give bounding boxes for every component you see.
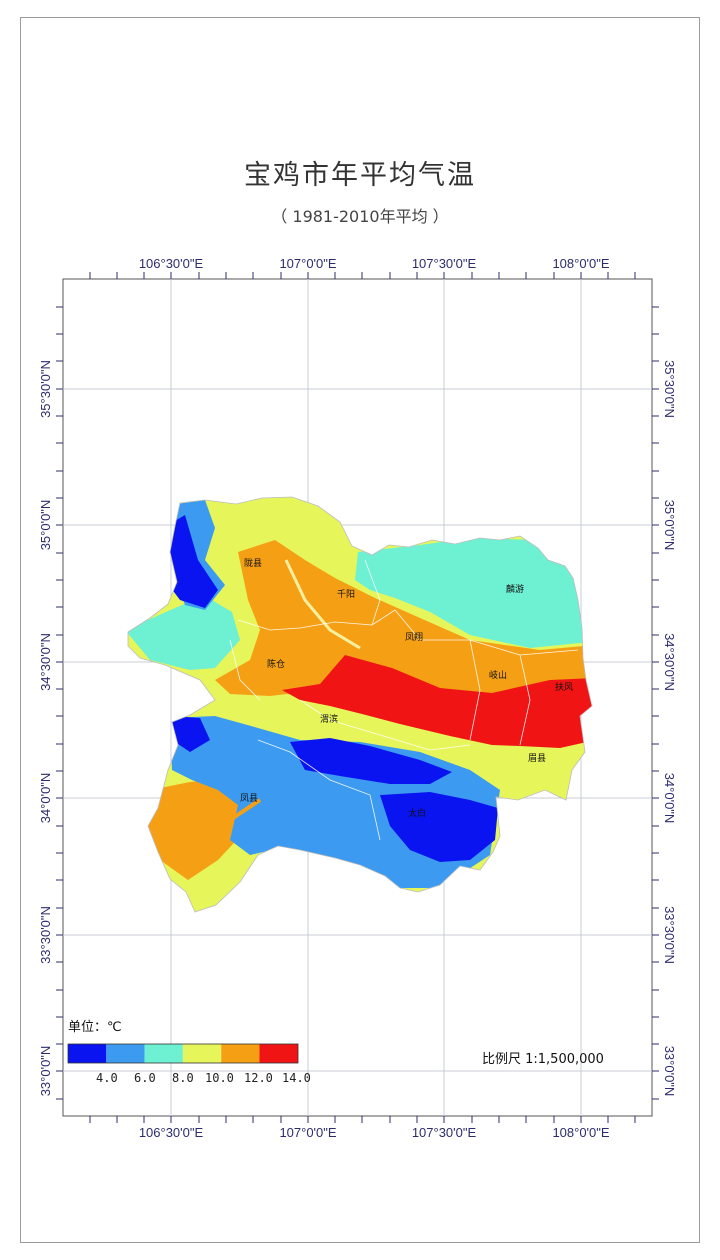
legend-break: 12.0 — [244, 1071, 273, 1085]
legend-swatch — [183, 1044, 221, 1063]
lat-label-left: 35°0'0"N — [38, 500, 53, 551]
city-label: 陇县 — [244, 557, 262, 569]
lon-label-bottom: 108°0'0"E — [552, 1125, 609, 1140]
city-label: 渭滨 — [320, 713, 338, 725]
legend-swatch — [106, 1044, 144, 1063]
lat-label-left: 33°0'0"N — [38, 1046, 53, 1097]
lon-label-top: 106°30'0"E — [139, 256, 204, 271]
legend-unit-label: 单位：℃ — [68, 1016, 122, 1035]
city-label: 凤县 — [240, 793, 258, 804]
city-label: 陈仓 — [267, 658, 285, 670]
legend-break: 10.0 — [205, 1071, 234, 1085]
legend-bar — [68, 1044, 298, 1063]
lat-label-right: 33°0'0"N — [662, 1046, 677, 1097]
city-label: 太白 — [408, 807, 426, 819]
lon-label-top: 107°0'0"E — [279, 256, 336, 271]
lon-label-bottom: 107°0'0"E — [279, 1125, 336, 1140]
lat-label-right: 33°30'0"N — [662, 906, 677, 964]
city-label: 麟游 — [506, 583, 524, 595]
lat-label-left: 35°30'0"N — [38, 360, 53, 418]
lat-label-right: 34°30'0"N — [662, 633, 677, 691]
legend-swatch — [260, 1044, 299, 1063]
legend-break: 4.0 — [96, 1071, 118, 1085]
city-label: 眉县 — [528, 753, 546, 764]
lat-label-left: 34°0'0"N — [38, 773, 53, 824]
lat-label-left: 33°30'0"N — [38, 906, 53, 964]
legend-break: 6.0 — [134, 1071, 156, 1085]
lon-label-bottom: 106°30'0"E — [139, 1125, 204, 1140]
lon-label-top: 108°0'0"E — [552, 256, 609, 271]
legend-break: 8.0 — [172, 1071, 194, 1085]
legend-swatch — [68, 1044, 106, 1063]
legend-swatch — [145, 1044, 183, 1063]
lon-label-top: 107°30'0"E — [412, 256, 477, 271]
city-label: 凤翔 — [405, 631, 423, 643]
scale-label: 比例尺 1:1,500,000 — [482, 1048, 604, 1067]
lat-label-right: 34°0'0"N — [662, 773, 677, 824]
temperature-surface — [120, 490, 600, 920]
legend-break: 14.0 — [282, 1071, 311, 1085]
legend-swatch — [221, 1044, 259, 1063]
lon-label-bottom: 107°30'0"E — [412, 1125, 477, 1140]
lat-label-left: 34°30'0"N — [38, 633, 53, 691]
city-label: 岐山 — [489, 669, 507, 681]
lat-label-right: 35°30'0"N — [662, 360, 677, 418]
city-label: 扶风 — [555, 681, 573, 693]
city-label: 千阳 — [337, 589, 355, 600]
lat-label-right: 35°0'0"N — [662, 500, 677, 551]
